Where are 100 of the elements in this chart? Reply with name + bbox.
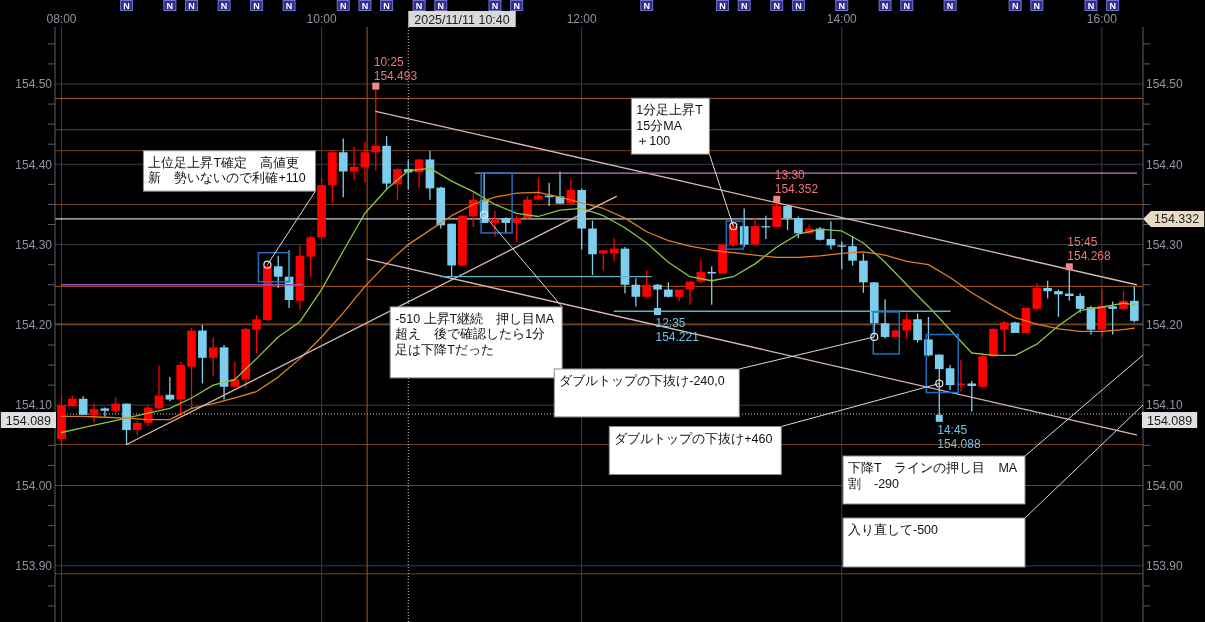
candlestick xyxy=(533,177,543,201)
annotation: 入り直して-500 xyxy=(848,523,939,537)
value-label: N xyxy=(791,0,805,11)
value-label: N xyxy=(488,0,502,11)
x-tick-label: 10:00 xyxy=(306,12,337,26)
candlestick xyxy=(252,314,261,354)
value-label: N xyxy=(185,0,199,11)
y2-tick-label: 154.30 xyxy=(1146,237,1183,252)
candlestick xyxy=(642,269,652,300)
x-tick-label: 08:00 xyxy=(46,12,77,26)
candlestick xyxy=(848,235,857,267)
ref-label: 154.089 xyxy=(0,412,56,429)
candlestick xyxy=(880,298,890,340)
candlestick xyxy=(1075,292,1085,314)
candlestick xyxy=(306,235,316,278)
value-label: N xyxy=(1106,0,1120,11)
value-label: N xyxy=(1030,0,1044,11)
value-label: N xyxy=(380,0,394,11)
y2-tick-label: 153.90 xyxy=(1146,559,1183,574)
value-label: N xyxy=(1084,0,1098,11)
y-tick-label: 154.30 xyxy=(15,237,52,252)
y2-tick-label: 154.40 xyxy=(1146,157,1183,172)
candlestick xyxy=(772,202,782,228)
value-label: N xyxy=(716,0,730,11)
annotation: 上位足上昇T確定 高値更新 勢いないので利確+110 xyxy=(148,154,306,186)
candlestick xyxy=(913,313,922,344)
ref-label: 154.089 xyxy=(1142,412,1198,429)
candlestick xyxy=(685,280,695,306)
annotation: 14:45 154.088 xyxy=(937,422,981,451)
annotation: 14:45 154.088 xyxy=(935,414,981,451)
candlestick xyxy=(707,265,717,306)
candlestick xyxy=(599,249,608,271)
candlestick xyxy=(490,210,500,238)
y2-tick-label: 154.50 xyxy=(1146,77,1183,92)
ref-line-label: 2025/11/11 10:40 xyxy=(414,12,510,27)
candlestick xyxy=(945,364,955,391)
annotation: 1分足上昇T 15分MA ＋100 xyxy=(636,103,704,149)
y-tick-label: 154.00 xyxy=(15,478,52,493)
candlestick xyxy=(165,376,175,402)
candlestick xyxy=(566,178,576,205)
y-tick-label: 154.40 xyxy=(15,157,52,172)
candlestick xyxy=(783,204,792,231)
ref-label: 2025/11/11 10:40 xyxy=(408,11,516,27)
candlestick xyxy=(1054,288,1063,318)
annotation: 12:35 154.221 xyxy=(655,316,700,345)
candlestick xyxy=(999,320,1009,353)
annotation: ダブルトップの下抜け+460 xyxy=(614,431,773,446)
value-label: N xyxy=(878,0,892,11)
value-label: N xyxy=(412,0,426,11)
value-label: N xyxy=(737,0,751,11)
annotation: 12:35 154.221 xyxy=(654,308,699,345)
x-tick-label: 12:00 xyxy=(566,12,597,26)
ref-line-label: 154.089 xyxy=(5,413,52,428)
candlestick xyxy=(468,192,478,228)
candlestick xyxy=(78,395,88,416)
annotation: 10:25 154.493 xyxy=(372,54,418,90)
y2-tick-label: 154.20 xyxy=(1146,318,1183,333)
annotation: 下降T ラインの押し目 MA割 -290 xyxy=(848,461,1018,491)
y2-tick-label: 154.00 xyxy=(1146,478,1183,493)
candlestick xyxy=(512,215,521,243)
candlestick xyxy=(273,255,283,289)
x-tick-label: 14:00 xyxy=(826,12,857,26)
value-label: N xyxy=(250,0,264,11)
candlestick xyxy=(653,283,662,309)
annotation: 15:45 154.268 xyxy=(1065,235,1111,271)
candlestick xyxy=(739,207,749,248)
annotation: 15:45 154.268 xyxy=(1067,235,1112,264)
value-label: N xyxy=(434,0,448,11)
value-label: N xyxy=(900,0,914,11)
candlestick xyxy=(360,141,370,184)
annotation: 10:25 154.493 xyxy=(373,54,418,83)
value-label: N xyxy=(770,0,784,11)
value-label: N xyxy=(510,0,524,11)
candlestick xyxy=(1130,285,1139,324)
annotation: ダブルトップの下抜け-240,0 xyxy=(559,373,725,388)
y-tick-label: 153.90 xyxy=(15,559,52,574)
y2-tick-label: 154.10 xyxy=(1146,398,1183,413)
candlestick xyxy=(902,312,912,340)
candlestick xyxy=(208,336,218,377)
candlestick xyxy=(859,252,868,294)
candlestick xyxy=(349,145,359,181)
candlestick xyxy=(750,217,760,247)
candlestick xyxy=(794,215,803,239)
candlestick xyxy=(1032,282,1042,311)
candlestick xyxy=(338,137,348,198)
ref-line-label: 154.332 xyxy=(1154,212,1200,227)
value-label: N xyxy=(120,0,133,11)
value-label: N xyxy=(640,0,654,11)
x-tick-label: 16:00 xyxy=(1086,12,1117,26)
value-label: N xyxy=(943,0,957,11)
candlestick xyxy=(631,277,641,308)
value-label: N xyxy=(1008,0,1022,11)
value-label: N xyxy=(336,0,350,11)
value-label: N xyxy=(835,0,849,11)
value-label: N xyxy=(163,0,177,11)
value-label: N xyxy=(282,0,296,11)
value-label: N xyxy=(217,0,231,11)
y-tick-label: 154.20 xyxy=(15,318,52,333)
candlestick xyxy=(523,195,532,220)
candlestick xyxy=(837,240,847,271)
